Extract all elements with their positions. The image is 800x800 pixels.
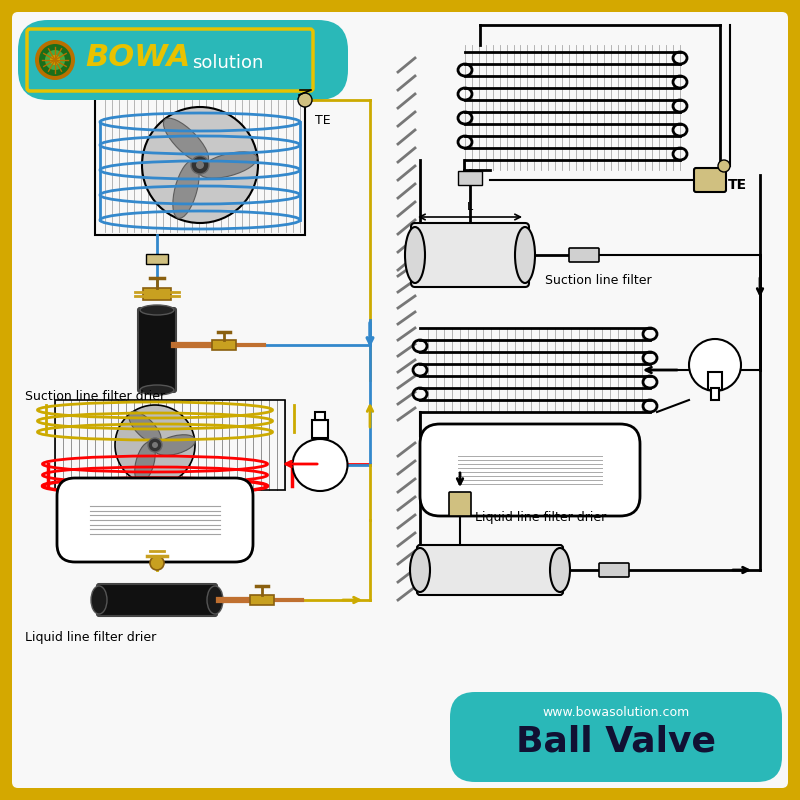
Text: BOWA: BOWA xyxy=(85,43,190,73)
FancyBboxPatch shape xyxy=(450,692,782,782)
Ellipse shape xyxy=(140,305,174,315)
Ellipse shape xyxy=(91,586,107,614)
Bar xyxy=(146,254,168,264)
Bar xyxy=(212,340,236,350)
Ellipse shape xyxy=(129,411,161,444)
FancyBboxPatch shape xyxy=(417,545,563,595)
Circle shape xyxy=(191,156,209,174)
FancyBboxPatch shape xyxy=(420,424,640,516)
Ellipse shape xyxy=(140,385,174,395)
Circle shape xyxy=(50,55,60,65)
Ellipse shape xyxy=(154,434,195,455)
Circle shape xyxy=(152,442,158,448)
Ellipse shape xyxy=(199,152,257,178)
FancyBboxPatch shape xyxy=(18,20,348,100)
FancyBboxPatch shape xyxy=(599,563,629,577)
Ellipse shape xyxy=(405,227,425,283)
FancyBboxPatch shape xyxy=(411,223,529,287)
Text: Liquid line filter drier: Liquid line filter drier xyxy=(475,511,606,525)
Text: TE: TE xyxy=(728,178,747,192)
FancyBboxPatch shape xyxy=(569,248,599,262)
Text: Suction line filter drier: Suction line filter drier xyxy=(25,390,165,403)
Circle shape xyxy=(298,93,312,107)
Text: Ball Valve: Ball Valve xyxy=(516,725,716,759)
FancyBboxPatch shape xyxy=(12,12,788,788)
FancyBboxPatch shape xyxy=(138,308,176,392)
Circle shape xyxy=(45,50,65,70)
Text: Liquid line filter drier: Liquid line filter drier xyxy=(25,631,156,645)
Circle shape xyxy=(115,405,195,485)
Text: L: L xyxy=(467,202,473,212)
Circle shape xyxy=(35,40,75,80)
Circle shape xyxy=(150,556,164,570)
Bar xyxy=(55,400,285,490)
Bar xyxy=(708,372,722,390)
Bar xyxy=(312,420,328,438)
Text: Suction line filter: Suction line filter xyxy=(545,274,652,286)
Bar xyxy=(95,95,305,235)
Bar xyxy=(315,412,325,420)
Text: www.bowasolution.com: www.bowasolution.com xyxy=(542,706,690,718)
Ellipse shape xyxy=(515,227,535,283)
FancyBboxPatch shape xyxy=(694,168,726,192)
Ellipse shape xyxy=(173,160,199,218)
Ellipse shape xyxy=(410,548,430,592)
Ellipse shape xyxy=(689,339,741,391)
Ellipse shape xyxy=(163,118,209,163)
Ellipse shape xyxy=(207,586,223,614)
FancyBboxPatch shape xyxy=(57,478,253,562)
Ellipse shape xyxy=(293,439,347,491)
Circle shape xyxy=(196,161,204,169)
Text: solution: solution xyxy=(192,54,263,72)
Bar xyxy=(711,388,719,400)
FancyBboxPatch shape xyxy=(97,584,217,616)
Circle shape xyxy=(148,438,162,452)
Circle shape xyxy=(142,107,258,223)
Ellipse shape xyxy=(134,442,155,482)
Bar xyxy=(250,595,274,605)
FancyBboxPatch shape xyxy=(449,492,471,516)
Bar xyxy=(143,288,171,300)
Ellipse shape xyxy=(550,548,570,592)
Circle shape xyxy=(718,160,730,172)
Circle shape xyxy=(39,44,71,76)
Bar xyxy=(458,171,482,185)
Text: TE: TE xyxy=(315,114,330,126)
